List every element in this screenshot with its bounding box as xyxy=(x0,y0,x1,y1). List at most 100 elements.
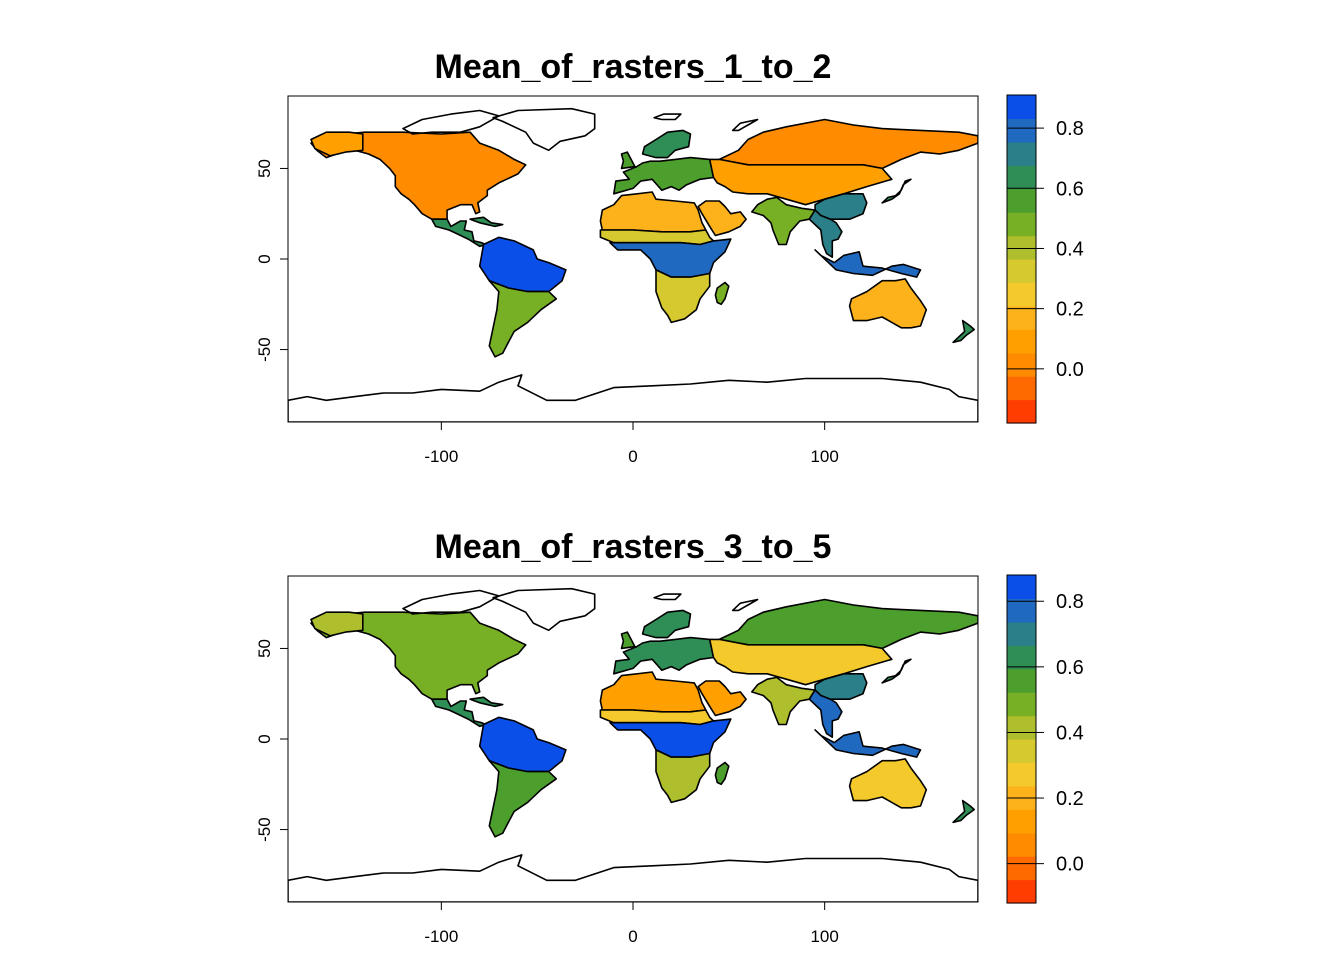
land-region-alaska xyxy=(310,131,364,157)
land-region-southern-south-america xyxy=(488,279,558,358)
legend-color-swatch xyxy=(1007,235,1036,260)
y-tick-label: 0 xyxy=(255,254,274,263)
legend-color-swatch xyxy=(1007,305,1036,330)
land-region-caribbean xyxy=(469,216,504,228)
legend-tick-label: 0.8 xyxy=(1056,591,1084,613)
y-tick-label: 50 xyxy=(255,639,274,658)
legend-frame xyxy=(1006,574,1037,904)
land-region-greenland xyxy=(492,107,596,152)
x-tick-label: -100 xyxy=(424,447,458,466)
land-region-congo-basin xyxy=(609,238,732,278)
map-panel-1: Mean_of_rasters_1_to_2 -100 0 100 -50 0 50 0.0… xyxy=(255,48,1084,466)
legend-tick-label: 0.6 xyxy=(1056,657,1084,679)
legend-color-swatch xyxy=(1007,856,1036,881)
legend-color-swatch xyxy=(1007,165,1036,190)
legend-color-swatch xyxy=(1007,621,1036,646)
land-region-siberia xyxy=(718,118,978,170)
land-region-southeast-asia xyxy=(808,689,843,739)
legend-color-swatch xyxy=(1007,739,1036,764)
land-region-southern-africa xyxy=(655,749,711,804)
land-region-siberia xyxy=(718,598,978,650)
legend-color-swatch xyxy=(1007,95,1036,120)
legend-color-swatch xyxy=(1007,762,1036,787)
x-tick-label: 100 xyxy=(810,927,838,946)
legend-color-swatch xyxy=(1007,692,1036,717)
land-region-maritime-southeast-asia xyxy=(814,249,922,278)
land-region-sahara xyxy=(599,191,707,233)
land-region-central-america xyxy=(430,698,487,728)
land-region-congo-basin xyxy=(609,718,732,758)
legend-tick-label: 0.2 xyxy=(1056,788,1084,810)
y-tick-label: 0 xyxy=(255,734,274,743)
legend-tick-label: 0.0 xyxy=(1056,359,1084,381)
land-region-caribbean xyxy=(469,696,504,708)
land-region-japan xyxy=(881,178,912,204)
map-panel-2: Mean_of_rasters_3_to_5 -100 0 100 -50 0 50 0.0… xyxy=(0,480,1344,960)
land-region-scandinavia xyxy=(641,129,692,159)
legend-color-swatch xyxy=(1007,188,1036,213)
land-region-sahara xyxy=(599,671,707,713)
land-region-north-america xyxy=(310,611,527,700)
land-region-australia xyxy=(848,278,928,329)
land-region-new-zealand xyxy=(952,799,976,824)
land-region-arabian-peninsula xyxy=(697,680,747,717)
map-layer xyxy=(288,587,978,902)
legend-tick-label: 0.6 xyxy=(1056,178,1084,200)
land-region-scandinavia xyxy=(641,609,692,639)
y-tick-label: -50 xyxy=(255,337,274,362)
legend-color-swatch xyxy=(1007,329,1036,354)
land-region-australia xyxy=(848,758,928,809)
land-region-japan xyxy=(881,658,912,684)
land-region-novaya-zemlya xyxy=(731,118,759,132)
legend-color-swatch xyxy=(1007,832,1036,857)
legend-color-swatch xyxy=(1007,282,1036,307)
land-region-svalbard xyxy=(653,113,682,121)
legend-color-swatch xyxy=(1007,598,1036,623)
x-tick-label: 0 xyxy=(628,927,637,946)
land-region-uk xyxy=(620,151,636,170)
land-region-arabian-peninsula xyxy=(697,200,747,237)
x-tick-label: 0 xyxy=(628,447,637,466)
land-region-indian-subcontinent xyxy=(750,676,816,726)
legend-color-swatch xyxy=(1007,575,1036,600)
land-region-alaska xyxy=(310,611,364,637)
land-region-indian-subcontinent xyxy=(750,196,816,246)
legend-frame xyxy=(1006,94,1037,424)
x-tick-label: -100 xyxy=(424,927,458,946)
x-tick-label: 100 xyxy=(810,447,838,466)
land-region-madagascar xyxy=(714,761,730,786)
legend-tick-label: 0.4 xyxy=(1056,722,1084,744)
land-region-canadian-arctic xyxy=(402,589,500,615)
legend-tick-label: 0.0 xyxy=(1056,854,1084,876)
y-tick-label: -50 xyxy=(255,817,274,842)
raster-map-chart-2: Mean_of_rasters_3_to_5 -100 0 100 -50 0 50 0.0… xyxy=(255,528,1084,946)
legend-color-swatch xyxy=(1007,259,1036,284)
land-region-antarctica xyxy=(288,374,978,422)
legend-color-swatch xyxy=(1007,141,1036,166)
land-region-uk xyxy=(620,631,636,650)
legend-tick-label: 0.2 xyxy=(1056,299,1084,321)
land-region-madagascar xyxy=(714,281,730,306)
y-tick-label: 50 xyxy=(255,159,274,178)
land-region-greenland xyxy=(492,587,596,632)
land-region-svalbard xyxy=(653,593,682,601)
legend-color-swatch xyxy=(1007,715,1036,740)
legend-color-swatch xyxy=(1007,645,1036,670)
land-region-maritime-southeast-asia xyxy=(814,729,922,758)
land-region-canadian-arctic xyxy=(402,109,500,135)
map-layer xyxy=(288,107,978,422)
chart-title: Mean_of_rasters_3_to_5 xyxy=(435,528,832,566)
legend-tick-label: 0.8 xyxy=(1056,118,1084,140)
land-region-central-america xyxy=(430,218,487,248)
land-region-north-america xyxy=(310,131,527,220)
legend-tick-label: 0.4 xyxy=(1056,238,1084,260)
legend-color-swatch xyxy=(1007,118,1036,143)
legend-color-swatch xyxy=(1007,212,1036,237)
legend-color-swatch xyxy=(1007,376,1036,401)
land-region-southern-south-america xyxy=(488,759,558,838)
legend-color-swatch xyxy=(1007,809,1036,834)
land-region-southeast-asia xyxy=(808,209,843,259)
legend-color-swatch xyxy=(1007,879,1036,904)
chart-title: Mean_of_rasters_1_to_2 xyxy=(435,48,832,86)
land-region-antarctica xyxy=(288,854,978,902)
